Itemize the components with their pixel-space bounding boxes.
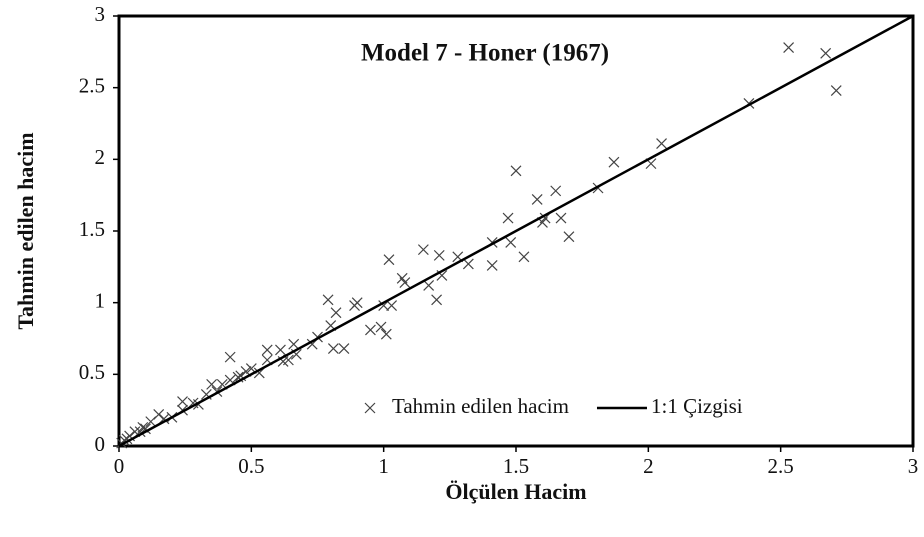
scatter-point [820, 47, 832, 59]
scatter-point [431, 294, 443, 306]
y-tick-label: 2 [95, 145, 106, 169]
scatter-point [783, 42, 795, 53]
scatter-point [383, 254, 395, 266]
scatter-point [177, 396, 188, 407]
y-tick-label: 2.5 [79, 73, 105, 97]
x-tick-label: 3 [908, 454, 919, 478]
scatter-point [462, 258, 474, 270]
x-axis-label: Ölçülen Hacim [445, 479, 586, 504]
legend-label: 1:1 Çizgisi [651, 394, 743, 418]
scatter-point [261, 344, 273, 356]
y-tick-label: 1.5 [79, 217, 105, 241]
scatter-point [531, 194, 543, 205]
scatter-point [206, 378, 218, 390]
scatter-point [518, 251, 530, 263]
scatter-point [116, 437, 128, 449]
scatter-point [288, 338, 300, 350]
x-tick-label: 1.5 [503, 454, 529, 478]
x-tick-label: 2 [643, 454, 654, 478]
x-tick-label: 0 [114, 454, 125, 478]
scatter-point [656, 138, 667, 149]
scatter-point [275, 344, 286, 356]
scatter-point [502, 212, 514, 224]
scatter-point [380, 328, 392, 340]
scatter-point [563, 231, 575, 243]
scatter-point [349, 300, 360, 311]
scatter-point [417, 244, 429, 256]
y-tick-label: 1 [95, 288, 106, 312]
scatter-point [423, 280, 435, 291]
scatter-point [338, 343, 350, 354]
chart-title: Model 7 - Honer (1967) [361, 40, 609, 67]
x-tick-label: 2.5 [768, 454, 794, 478]
scatter-point [365, 324, 376, 336]
y-tick-label: 3 [95, 2, 106, 26]
legend-label: Tahmin edilen hacim [392, 394, 569, 418]
scatter-point [224, 351, 236, 363]
y-axis-label: Tahmin edilen hacim [13, 132, 38, 329]
scatter-point [399, 277, 411, 289]
x-tick-label: 0.5 [238, 454, 264, 478]
scatter-point [510, 165, 522, 177]
scatter-point [486, 259, 498, 271]
scatter-point [330, 307, 342, 319]
scatter-point [550, 185, 562, 197]
scatter-point [375, 321, 387, 333]
scatter-point [322, 294, 334, 306]
scatter-point [327, 343, 339, 354]
scatter-point [505, 237, 517, 248]
scatter-point [555, 212, 567, 224]
scatter-point [386, 300, 398, 311]
scatter-point [830, 85, 842, 96]
y-tick-label: 0 [95, 432, 106, 456]
scatter-point [433, 249, 445, 261]
legend-marker [364, 402, 376, 414]
x-tick-label: 1 [378, 454, 389, 478]
scatter-point [608, 156, 620, 168]
identity-line [118, 14, 914, 448]
y-tick-label: 0.5 [79, 360, 105, 384]
scatter-point [145, 416, 157, 428]
